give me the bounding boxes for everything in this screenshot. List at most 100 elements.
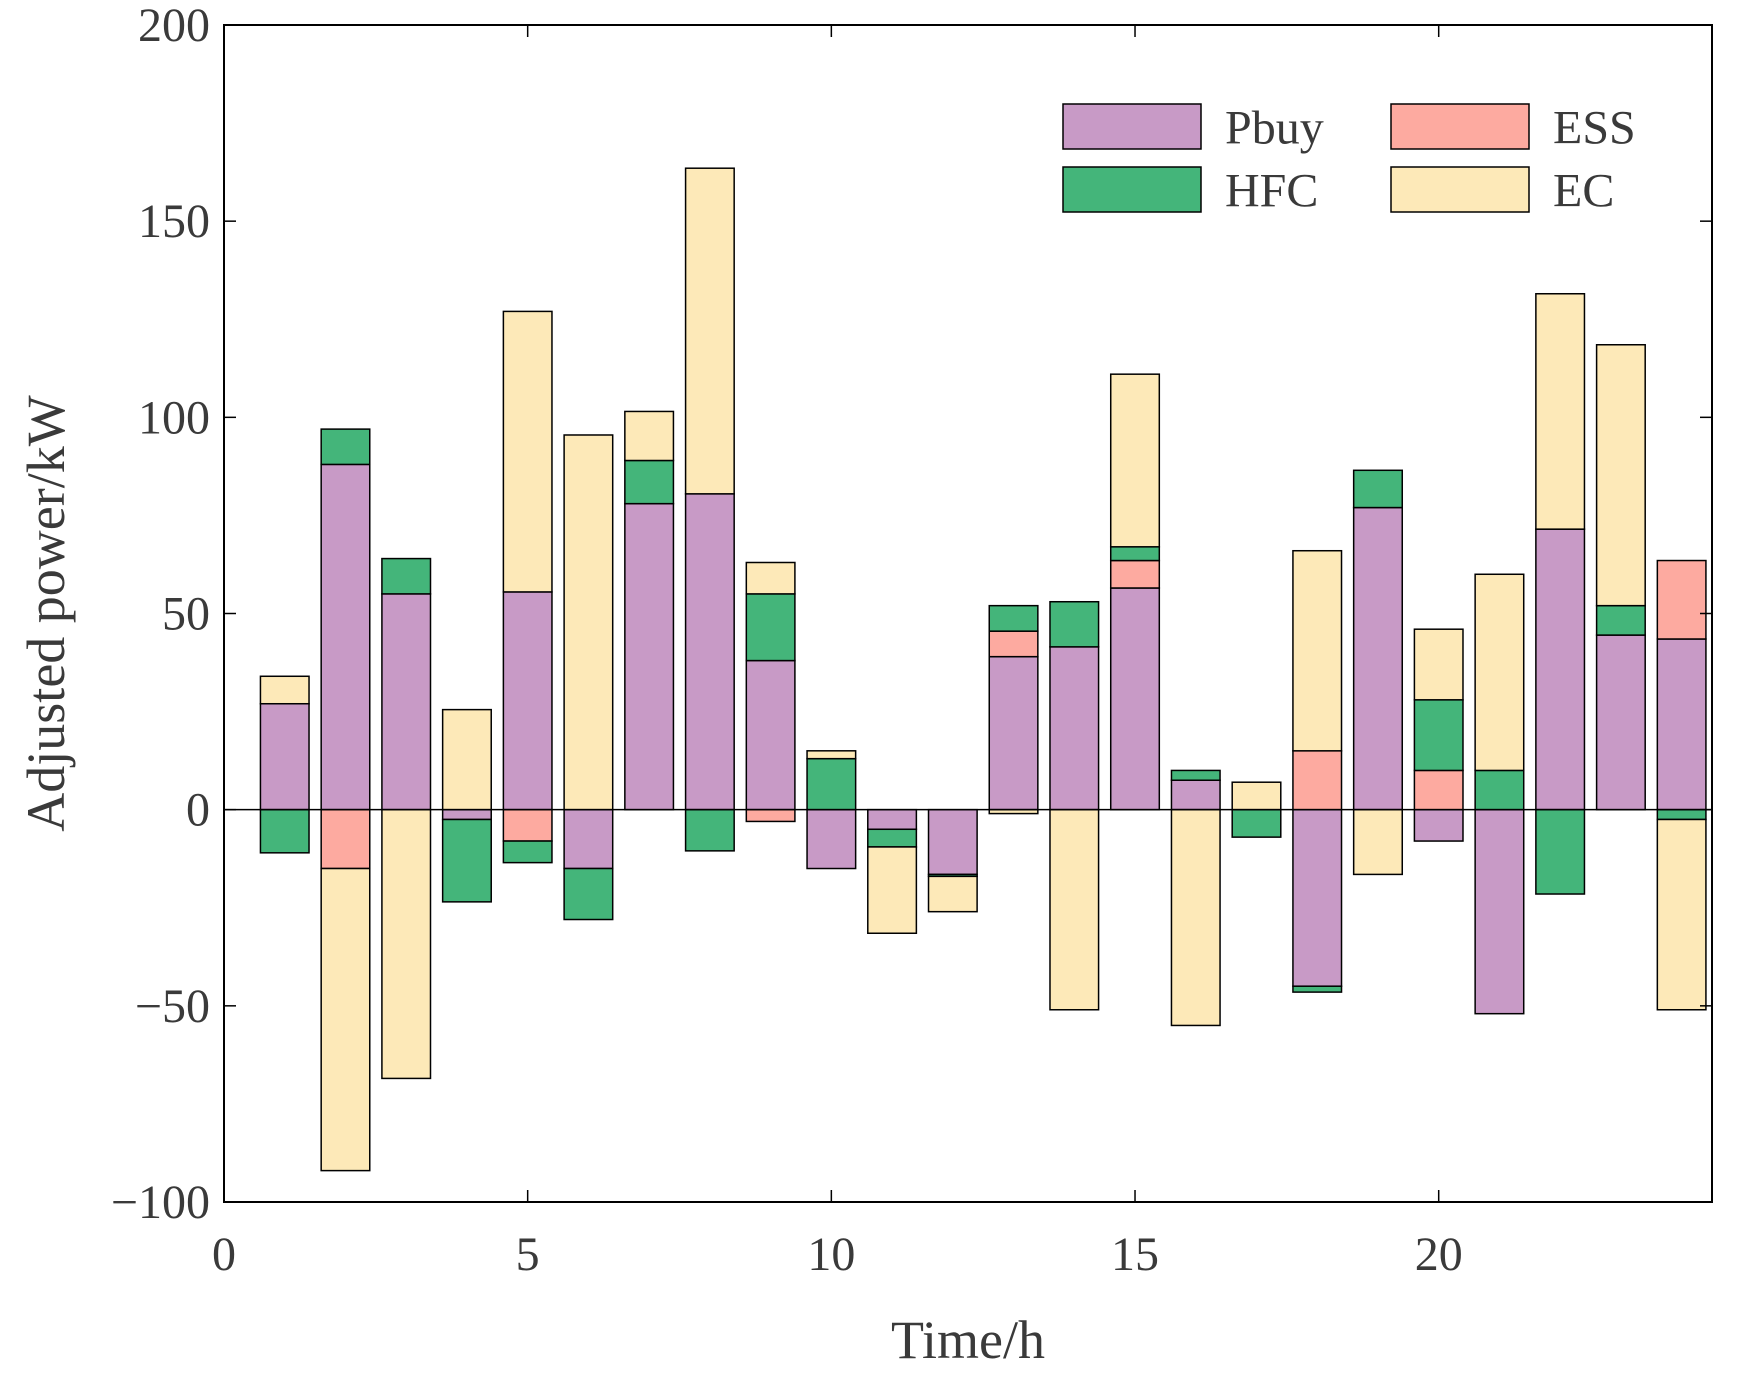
bar-ec-h22 [1535, 292, 1586, 530]
legend-label-pbuy: Pbuy [1225, 102, 1324, 155]
legend: Pbuy ESS HFC EC [1062, 102, 1636, 218]
bar-hfc-h16 [1170, 769, 1221, 781]
bar-hfc-h17 [1231, 808, 1282, 838]
bar-pbuy-h11 [867, 808, 918, 831]
x-tick-label: 20 [1415, 1228, 1463, 1281]
bar-hfc-h9 [745, 593, 796, 662]
bar-ec-h19 [1352, 808, 1404, 876]
bar-hfc-h3 [381, 557, 432, 595]
bar-pbuy-h15 [1109, 587, 1161, 811]
bar-ec-h12 [927, 875, 978, 913]
bar-ess-h18 [1292, 750, 1343, 811]
bar-pbuy-h12 [927, 808, 978, 876]
bar-hfc-h2 [320, 428, 371, 466]
bar-ec-h3 [381, 808, 432, 1080]
bar-ess-h5 [502, 808, 553, 842]
bar-pbuy-h10 [806, 808, 857, 870]
bar-pbuy-h23 [1595, 634, 1646, 811]
bar-ec-h5 [502, 310, 553, 593]
bar-hfc-h7 [624, 459, 675, 505]
y-tick-label: 200 [138, 0, 210, 52]
bar-hfc-h8 [684, 808, 735, 852]
bar-ec-h7 [624, 410, 675, 462]
bar-pbuy-h1 [259, 702, 310, 811]
bar-pbuy-h20 [1413, 808, 1464, 842]
bar-hfc-h6 [563, 867, 614, 921]
bar-hfc-h23 [1595, 604, 1646, 636]
bar-hfc-h22 [1535, 808, 1586, 895]
bar-pbuy-h13 [988, 655, 1039, 811]
y-tick-label: −50 [135, 980, 210, 1033]
bar-ec-h6 [563, 434, 614, 811]
bar-pbuy-h8 [684, 493, 735, 811]
y-tick-label: 0 [186, 784, 210, 837]
x-tick-label: 10 [807, 1228, 855, 1281]
bar-ec-h20 [1413, 628, 1464, 701]
bar-ec-h9 [745, 561, 796, 595]
bar-ess-h13 [988, 630, 1039, 658]
bar-ec-h4 [441, 708, 492, 811]
bar-ec-h10 [806, 750, 857, 760]
y-tick-label: −100 [111, 1176, 210, 1229]
bar-hfc-h24 [1656, 808, 1707, 821]
bar-ec-h8 [684, 167, 735, 495]
legend-swatch-hfc [1062, 166, 1202, 213]
bar-pbuy-h2 [320, 463, 371, 811]
bar-pbuy-h9 [745, 659, 796, 811]
bar-hfc-h21 [1474, 769, 1525, 811]
bar-ec-h2 [320, 867, 371, 1172]
bar-pbuy-h5 [502, 591, 553, 811]
bar-pbuy-h18 [1292, 808, 1343, 987]
bar-hfc-h10 [806, 757, 857, 811]
legend-label-ess: ESS [1553, 102, 1636, 155]
bar-ec-h18 [1292, 549, 1343, 752]
bar-hfc-h11 [867, 828, 918, 848]
y-tick-label: 50 [162, 588, 210, 641]
bar-ec-h1 [259, 675, 310, 705]
ticks-layer: 0 5 10 15 20 −100 −50 0 50 100 150 200 [111, 0, 1712, 1281]
bar-pbuy-h16 [1170, 779, 1221, 811]
bar-ess-h9 [745, 808, 796, 823]
legend-swatch-ec [1390, 166, 1530, 213]
legend-label-hfc: HFC [1225, 165, 1318, 218]
y-tick-label: 150 [138, 195, 210, 248]
bar-pbuy-h14 [1049, 646, 1100, 811]
y-axis-title: Adjusted power/kW [16, 395, 76, 831]
bar-ec-h24 [1656, 818, 1707, 1011]
bar-hfc-h13 [988, 604, 1039, 632]
bar-hfc-h18 [1292, 985, 1343, 993]
bar-ess-h20 [1413, 769, 1464, 811]
x-tick-label: 15 [1111, 1228, 1159, 1281]
legend-swatch-pbuy [1062, 103, 1202, 150]
bar-hfc-h4 [441, 818, 492, 903]
bar-ec-h21 [1474, 573, 1525, 772]
bar-pbuy-h7 [624, 502, 675, 811]
bar-hfc-h19 [1352, 469, 1404, 509]
bar-ess-h24 [1656, 559, 1707, 640]
bar-ec-h16 [1170, 808, 1221, 1027]
bar-pbuy-h4 [441, 808, 492, 821]
x-tick-label: 0 [212, 1228, 236, 1281]
bar-ec-h14 [1049, 808, 1100, 1011]
bar-pbuy-h6 [563, 808, 614, 870]
bar-ec-h17 [1231, 781, 1282, 811]
bars-layer [259, 167, 1707, 1172]
bar-ess-h15 [1109, 559, 1161, 589]
bar-pbuy-h24 [1656, 638, 1707, 811]
bar-pbuy-h19 [1352, 506, 1404, 811]
x-axis-title: Time/h [891, 1310, 1045, 1370]
bar-ec-h15 [1109, 373, 1161, 548]
bar-hfc-h14 [1049, 600, 1100, 648]
y-tick-label: 100 [138, 391, 210, 444]
bar-hfc-h20 [1413, 699, 1464, 772]
bar-ec-h11 [867, 846, 918, 935]
legend-label-ec: EC [1553, 165, 1614, 218]
legend-swatch-ess [1390, 103, 1530, 150]
bar-hfc-h5 [502, 840, 553, 864]
bar-pbuy-h3 [381, 593, 432, 811]
bar-ess-h2 [320, 808, 371, 870]
x-tick-label: 5 [516, 1228, 540, 1281]
bar-hfc-h15 [1109, 546, 1161, 562]
